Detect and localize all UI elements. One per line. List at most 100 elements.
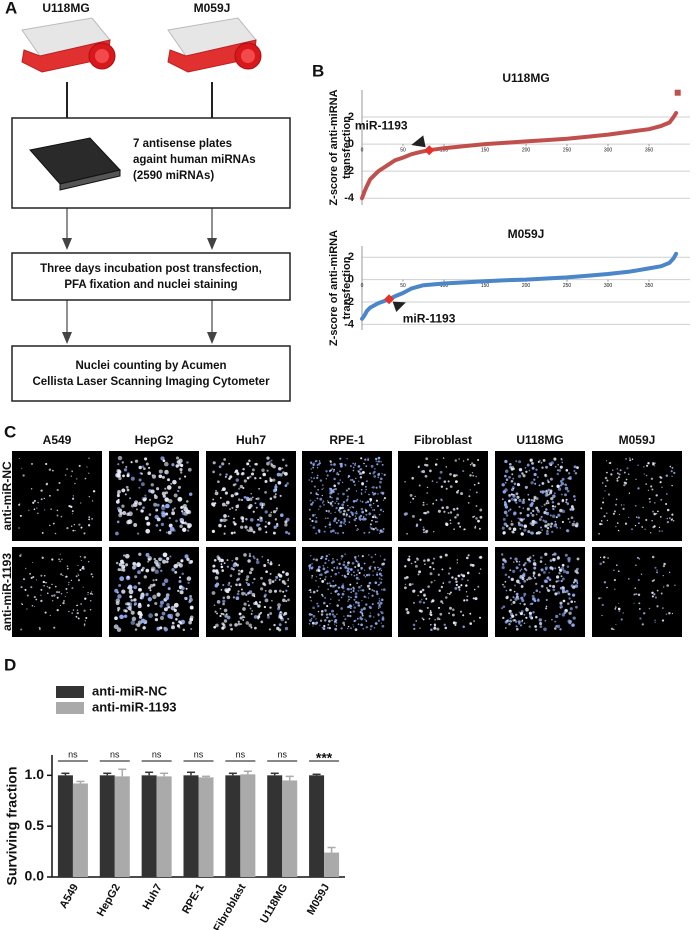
nucleus xyxy=(270,511,273,514)
nucleus xyxy=(381,616,385,619)
nucleus xyxy=(308,613,312,616)
nucleus xyxy=(37,501,39,504)
nucleus xyxy=(374,468,376,470)
arrow xyxy=(411,135,426,148)
nucleus xyxy=(77,579,81,582)
nucleus xyxy=(666,584,669,587)
nucleus xyxy=(533,495,537,499)
nucleus xyxy=(324,562,327,565)
nucleus xyxy=(91,518,93,520)
nucleus xyxy=(126,488,130,492)
nucleus xyxy=(167,605,171,609)
nucleus xyxy=(528,498,531,501)
nucleus xyxy=(569,477,572,480)
nucleus xyxy=(469,489,472,491)
nucleus xyxy=(330,463,333,466)
nucleus xyxy=(656,569,658,571)
nucleus xyxy=(361,517,365,521)
nucleus xyxy=(637,578,640,582)
nucleus xyxy=(423,559,426,562)
nucleus xyxy=(136,532,140,535)
nucleus xyxy=(276,626,280,631)
nucleus xyxy=(169,526,175,532)
nucleus xyxy=(409,501,412,503)
nucleus xyxy=(514,613,518,617)
nucleus xyxy=(242,619,245,621)
nucleus xyxy=(273,525,277,529)
nucleus xyxy=(56,608,59,612)
nucleus xyxy=(366,480,368,482)
nucleus xyxy=(570,516,574,520)
nucleus xyxy=(152,594,157,600)
nucleus xyxy=(349,614,352,618)
nucleus xyxy=(540,526,542,529)
nucleus xyxy=(336,558,339,561)
nucleus xyxy=(504,627,507,629)
nucleus xyxy=(512,596,515,599)
nucleus xyxy=(535,616,538,619)
nucleus xyxy=(173,602,179,608)
nucleus xyxy=(165,491,168,495)
nucleus xyxy=(43,574,46,577)
nucleus xyxy=(249,465,251,468)
nucleus xyxy=(238,569,240,572)
bar xyxy=(183,775,199,877)
nucleus xyxy=(600,507,603,510)
nucleus xyxy=(221,502,226,507)
nucleus xyxy=(251,472,254,476)
nucleus xyxy=(320,555,324,559)
nucleus xyxy=(116,626,120,629)
nucleus xyxy=(419,627,421,629)
nucleus xyxy=(91,591,93,593)
nucleus xyxy=(158,469,163,474)
nucleus xyxy=(127,519,133,525)
nucleus xyxy=(272,531,276,535)
nucleus xyxy=(421,470,426,474)
nucleus xyxy=(378,485,381,488)
nucleus xyxy=(277,603,281,607)
nucleus xyxy=(161,582,166,586)
nucleus xyxy=(319,479,323,482)
nucleus xyxy=(440,600,443,603)
nucleus xyxy=(522,572,526,576)
nucleus xyxy=(146,521,151,526)
nucleus xyxy=(518,622,521,625)
nucleus xyxy=(309,619,312,622)
nucleus xyxy=(618,473,621,476)
nucleus xyxy=(375,573,379,576)
nucleus xyxy=(329,496,332,498)
nucleus xyxy=(316,464,319,466)
nucleus xyxy=(59,604,62,607)
nucleus xyxy=(573,465,577,469)
nucleus xyxy=(45,483,48,486)
nucleus xyxy=(519,527,522,530)
nucleus xyxy=(615,623,617,625)
nucleus xyxy=(37,512,39,515)
nucleus xyxy=(452,613,455,617)
nucleus xyxy=(556,469,559,472)
nucleus xyxy=(424,474,428,478)
nucleus xyxy=(272,478,276,482)
y-tick-label: 2 xyxy=(348,111,354,123)
nucleus xyxy=(638,557,641,560)
nucleus xyxy=(477,519,480,523)
nucleus xyxy=(564,493,567,497)
nucleus xyxy=(519,570,522,572)
nucleus xyxy=(382,588,386,591)
nucleus xyxy=(140,592,145,598)
nucleus xyxy=(360,623,363,627)
nucleus xyxy=(144,494,147,497)
nucleus xyxy=(130,461,133,464)
nucleus xyxy=(330,561,334,565)
nucleus xyxy=(654,621,656,624)
nucleus xyxy=(449,519,452,522)
nucleus xyxy=(249,497,253,501)
nucleus xyxy=(573,579,577,583)
nucleus xyxy=(20,586,23,589)
nucleus xyxy=(517,598,520,600)
nucleus xyxy=(368,605,371,608)
nucleus xyxy=(56,596,59,599)
nucleus xyxy=(119,568,123,572)
nucleus xyxy=(544,552,548,556)
nucleus xyxy=(87,560,90,563)
